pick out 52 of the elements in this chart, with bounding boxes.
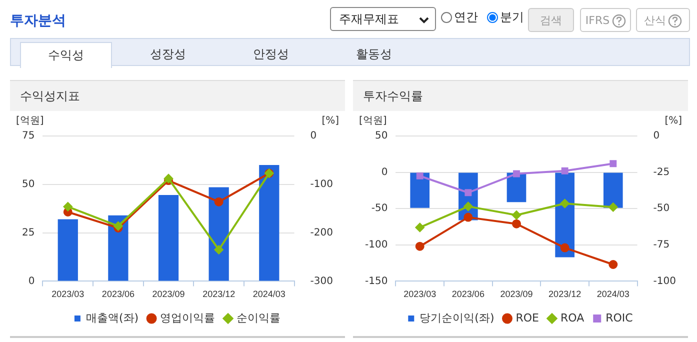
x-tick-label: 2024/03: [252, 289, 286, 300]
text: 수익성: [20, 42, 112, 68]
text: 성장성: [149, 46, 187, 63]
x-tick-label: 2023/09: [152, 289, 185, 300]
y-axis-title: [억원]: [359, 116, 387, 127]
legend-label: 순이익률: [236, 311, 281, 324]
legend-label: 당기순이익(좌): [420, 311, 494, 324]
y2-tick-label: -100: [653, 276, 676, 287]
y-tick-label: 50: [22, 178, 35, 190]
y-tick-label: -150: [364, 276, 388, 287]
y2-axis-title: [%]: [322, 116, 340, 127]
legend-label: 매출액(좌): [86, 311, 139, 324]
x-tick-label: 2023/12: [202, 289, 236, 300]
x-tick-label: 2023/03: [404, 289, 436, 300]
y2-tick-label: -50: [653, 203, 670, 214]
y2-tick-label: -75: [653, 239, 670, 250]
chart-title: 투자수익률: [353, 80, 688, 111]
chart-title: 수익성지표: [10, 80, 345, 111]
y-axis-title: [억원]: [16, 116, 44, 127]
y-tick-label: 25: [22, 227, 35, 238]
y2-tick-label: -300: [310, 276, 334, 287]
x-tick-label: 2023/09: [500, 289, 533, 300]
y2-tick-label: -100: [310, 178, 334, 190]
text: IFRS: [580, 8, 631, 32]
y-tick-label: -50: [371, 203, 388, 214]
y-tick-label: 50: [374, 130, 388, 142]
legend-label: ROE: [516, 311, 540, 324]
x-tick-label: 2024/03: [596, 289, 630, 300]
text: 주재무제표: [330, 7, 436, 31]
y2-tick-label: -200: [310, 227, 334, 238]
text: 분기: [499, 9, 524, 26]
y-tick-label: 75: [22, 130, 35, 142]
legend-label: 영업이익률: [160, 311, 216, 324]
y2-tick-label: 0: [310, 130, 317, 142]
text: 산식: [636, 8, 690, 32]
text: 투자분석: [10, 12, 66, 30]
y2-tick-label: -25: [653, 166, 670, 178]
text: 검색: [528, 8, 574, 32]
text: 연간: [453, 9, 478, 26]
text: 안정성: [252, 46, 290, 63]
y2-axis-title: [%]: [664, 116, 682, 127]
x-tick-label: 2023/06: [102, 289, 134, 300]
y-tick-label: -100: [364, 239, 388, 250]
y-tick-label: 0: [28, 276, 35, 287]
x-tick-label: 2023/03: [52, 289, 84, 300]
legend-label: ROIC: [606, 311, 634, 324]
text: 활동성: [355, 46, 393, 63]
y-tick-label: 0: [381, 166, 388, 178]
x-tick-label: 2023/06: [452, 289, 484, 300]
y2-tick-label: 0: [653, 130, 660, 142]
x-tick-label: 2023/12: [548, 289, 582, 300]
legend-label: ROA: [560, 311, 585, 324]
